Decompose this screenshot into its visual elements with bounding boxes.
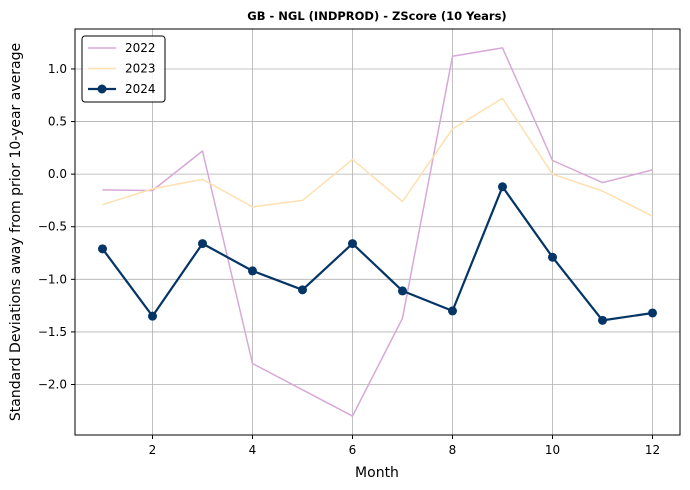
series-line-2022 xyxy=(102,47,653,417)
data-point-2024 xyxy=(548,252,557,262)
data-point-2024 xyxy=(248,266,257,276)
legend-marker xyxy=(97,84,107,94)
grid xyxy=(75,29,680,435)
legend-item-2024: 2024 xyxy=(88,82,156,96)
series-2024 xyxy=(98,182,657,325)
x-tick-label: 4 xyxy=(249,443,257,457)
legend: 2022 2023 2024 xyxy=(81,35,166,103)
x-tick-label: 12 xyxy=(645,443,660,457)
data-point-2024 xyxy=(648,308,657,318)
data-point-2024 xyxy=(198,239,207,249)
data-point-2024 xyxy=(498,182,507,192)
data-point-2024 xyxy=(348,239,357,249)
x-tick-label: 6 xyxy=(349,443,357,457)
series-2022 xyxy=(102,47,653,417)
data-point-2024 xyxy=(148,311,157,321)
legend-item-2022: 2022 xyxy=(88,41,156,55)
data-point-2024 xyxy=(298,285,307,295)
x-axis: 2 4 6 8 10 12 xyxy=(149,435,660,457)
x-tick-label: 2 xyxy=(149,443,157,457)
x-axis-label: Month xyxy=(355,465,399,481)
legend-item-2023: 2023 xyxy=(88,62,156,76)
y-tick-label: −2.0 xyxy=(38,378,67,392)
legend-label: 2024 xyxy=(125,82,156,96)
y-axis: −2.0 −1.5 −1.0 −0.5 0.0 0.5 1.0 xyxy=(38,62,75,392)
y-tick-label: −1.0 xyxy=(38,272,67,286)
y-tick-label: 0.5 xyxy=(48,115,67,129)
legend-label: 2022 xyxy=(125,41,156,55)
series-2023 xyxy=(102,97,653,217)
y-tick-label: 0.0 xyxy=(48,167,67,181)
y-axis-label: Standard Deviations away from prior 10-y… xyxy=(8,43,24,421)
x-tick-label: 10 xyxy=(545,443,560,457)
data-point-2024 xyxy=(448,306,457,316)
chart-title: GB - NGL (INDPROD) - ZScore (10 Years) xyxy=(247,9,506,23)
data-point-2024 xyxy=(398,286,407,296)
data-point-2024 xyxy=(598,315,607,325)
legend-label: 2023 xyxy=(125,62,156,76)
y-tick-label: −0.5 xyxy=(38,220,67,234)
plot-frame xyxy=(74,28,681,436)
data-point-2024 xyxy=(98,244,107,254)
y-tick-label: 1.0 xyxy=(48,62,67,76)
y-tick-label: −1.5 xyxy=(38,325,67,339)
series-layer xyxy=(98,47,657,417)
series-line-2023 xyxy=(102,97,653,217)
series-line-2024 xyxy=(101,185,653,322)
x-tick-label: 8 xyxy=(449,443,457,457)
